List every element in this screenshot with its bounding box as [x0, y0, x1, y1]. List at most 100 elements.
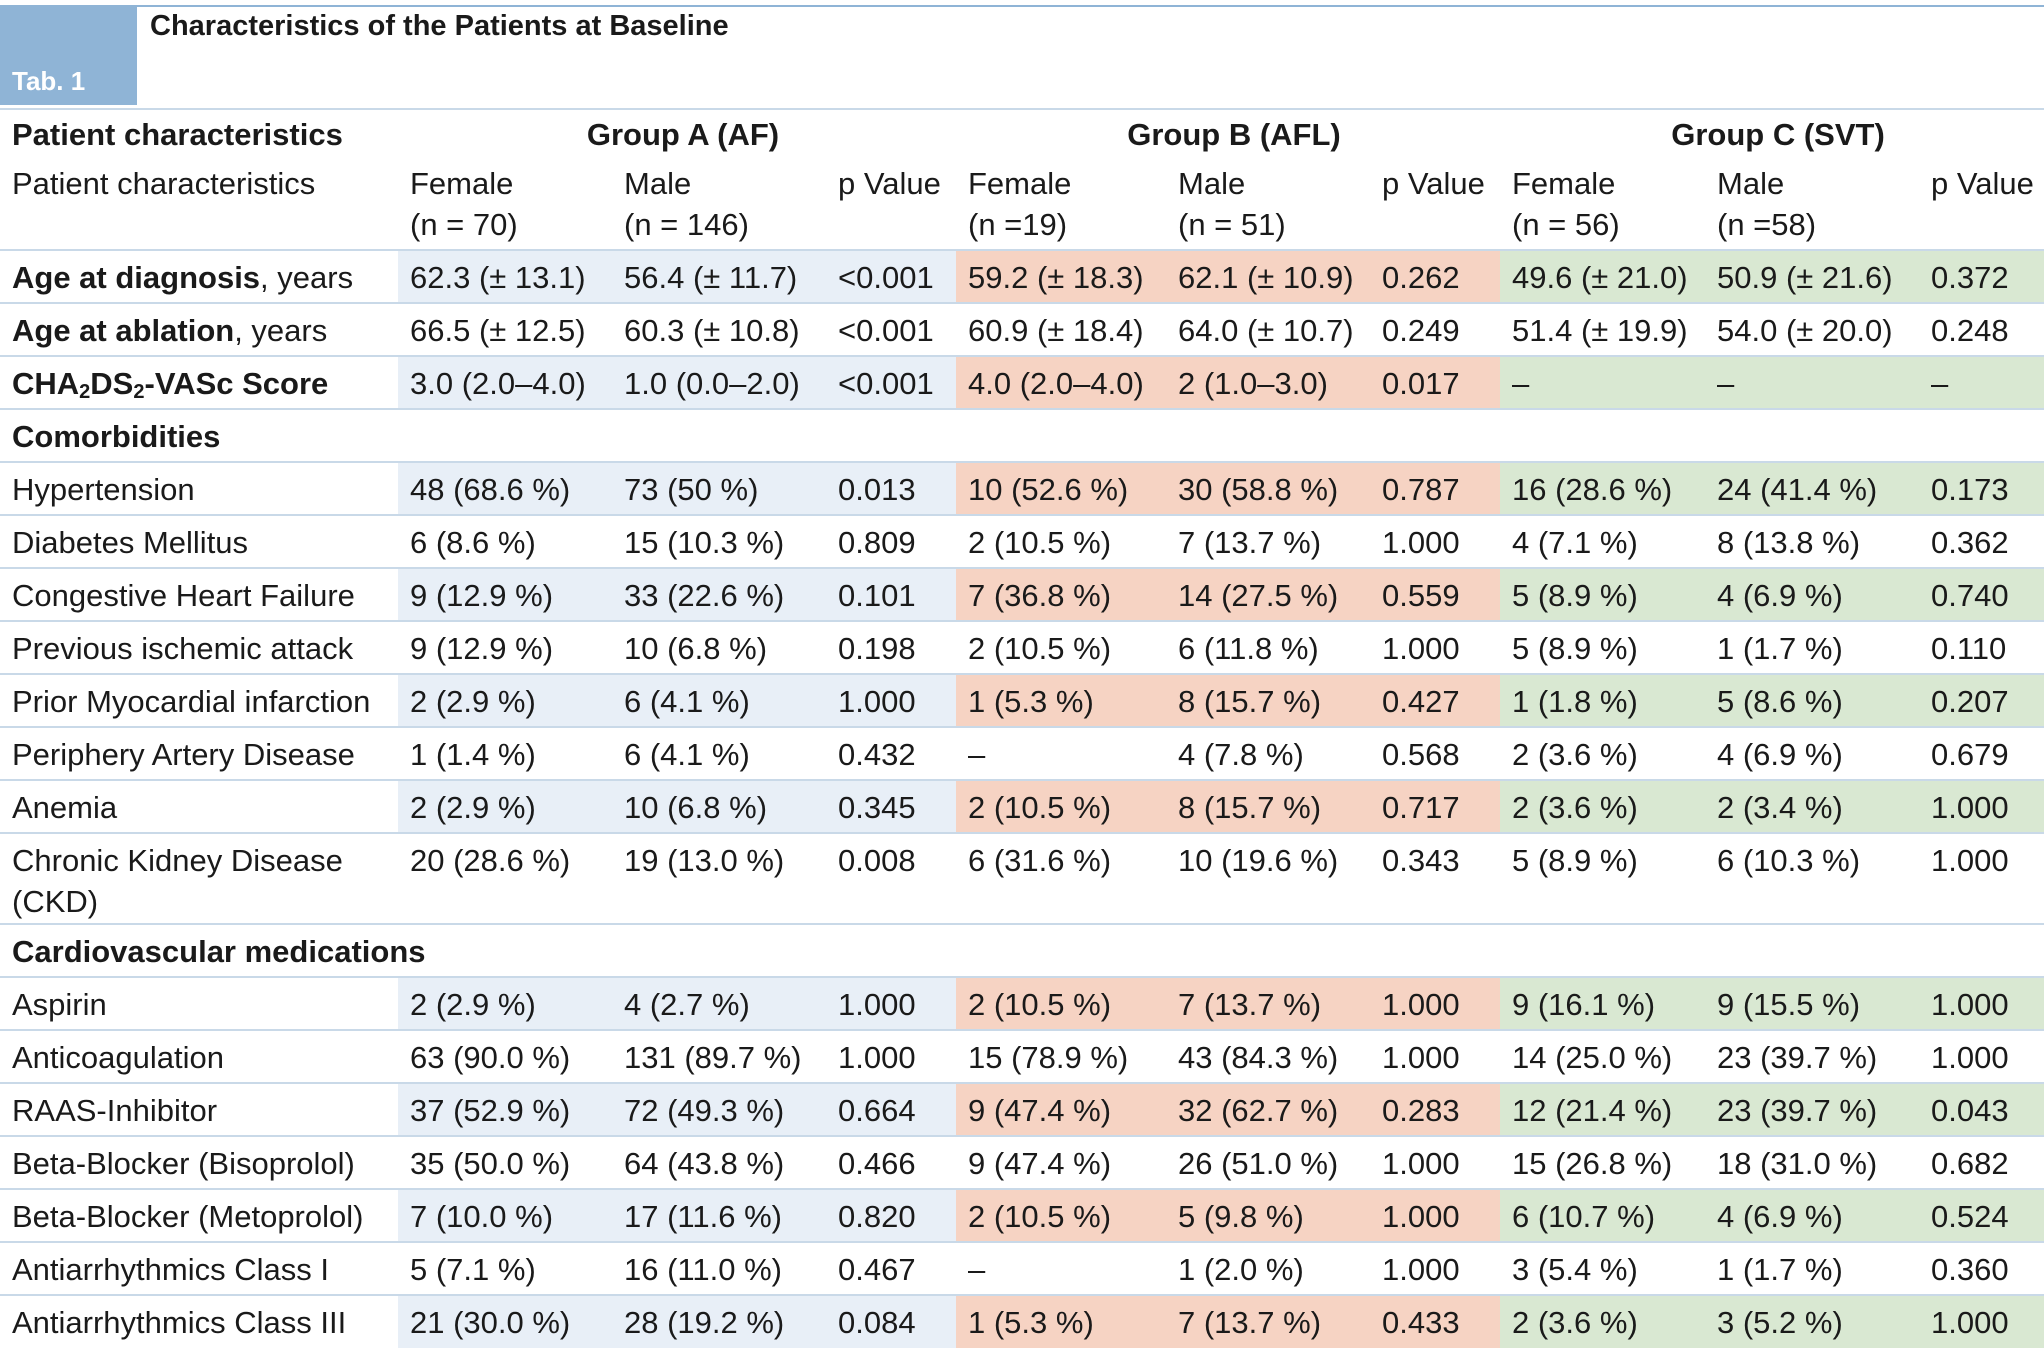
table-cell: 15 (10.3 %)	[612, 514, 826, 568]
table-cell: 0.467	[826, 1241, 956, 1295]
table-cell: 1 (2.0 %)	[1166, 1241, 1370, 1295]
label-part: CHA	[12, 366, 80, 401]
table-cell: 7 (36.8 %)	[956, 567, 1166, 621]
table-cell: 2 (3.6 %)	[1500, 1294, 1705, 1348]
row-label-bold: CHA2DS2-VASc Score	[12, 366, 329, 402]
table-cell: 43 (84.3 %)	[1166, 1029, 1370, 1083]
table-cell: 1.000	[1370, 514, 1500, 568]
table-cell: 30 (58.8 %)	[1166, 461, 1370, 515]
table-cell: 17 (11.6 %)	[612, 1188, 826, 1242]
subheader-col: Male (n = 51)	[1166, 159, 1370, 250]
label-part: -VASc Score	[144, 366, 329, 401]
table-cell: 18 (31.0 %)	[1705, 1135, 1919, 1189]
table-cell: 1.000	[1919, 1029, 2044, 1083]
subheader-label: Female	[1512, 166, 1616, 201]
table-row: Age at ablation, years 66.5 (± 12.5) 60.3 …	[0, 302, 2044, 356]
table-row: Anemia 2 (2.9 %) 10 (6.8 %) 0.345 2 (10.5 %)…	[0, 779, 2044, 833]
table-cell: 7 (13.7 %)	[1166, 514, 1370, 568]
table-cell: 2 (2.9 %)	[398, 673, 612, 727]
table-cell: 5 (8.9 %)	[1500, 620, 1705, 674]
table-cell: 0.809	[826, 514, 956, 568]
table-cell: 64 (43.8 %)	[612, 1135, 826, 1189]
table-cell: 9 (12.9 %)	[398, 567, 612, 621]
subheader-label: Male	[1178, 166, 1246, 201]
subheader-label: Female	[968, 166, 1072, 201]
table-cell: 0.682	[1919, 1135, 2044, 1189]
table-cell: 4 (7.1 %)	[1500, 514, 1705, 568]
table-cell: 5 (9.8 %)	[1166, 1188, 1370, 1242]
table-cell: 37 (52.9 %)	[398, 1082, 612, 1136]
subheader-n: (n =58)	[1717, 207, 1817, 242]
table-cell: 1 (5.3 %)	[956, 673, 1166, 727]
table-cell: 2 (3.6 %)	[1500, 779, 1705, 833]
table-cell: 51.4 (± 19.9)	[1500, 302, 1705, 356]
table-cell: 0.110	[1919, 620, 2044, 674]
table-cell: 5 (8.6 %)	[1705, 673, 1919, 727]
table-row: Prior Myocardial infarction 2 (2.9 %) 6 (4…	[0, 673, 2044, 727]
table-row: Hypertension 48 (68.6 %) 73 (50 %) 0.013 10 …	[0, 461, 2044, 515]
section-title: Cardiovascular medications	[0, 923, 2044, 977]
table-cell: 2 (3.4 %)	[1705, 779, 1919, 833]
table-cell: 0.372	[1919, 249, 2044, 303]
table-cell: 1.000	[1919, 976, 2044, 1030]
row-label: Beta-Blocker (Metoprolol)	[0, 1188, 398, 1242]
table-cell: 9 (47.4 %)	[956, 1082, 1166, 1136]
row-label: Aspirin	[0, 976, 398, 1030]
table-cell: 5 (8.9 %)	[1500, 567, 1705, 621]
table-row: RAAS-Inhibitor 37 (52.9 %) 72 (49.3 %) 0.66…	[0, 1082, 2044, 1136]
table-cell: 0.017	[1370, 355, 1500, 409]
row-label: Age at diagnosis, years	[0, 249, 398, 303]
row-label-unit: , years	[260, 260, 354, 295]
row-label: Previous ischemic attack	[0, 620, 398, 674]
table-cell: 1.000	[1370, 976, 1500, 1030]
row-label: Antiarrhythmics Class III	[0, 1294, 398, 1348]
table-cell: 62.1 (± 10.9)	[1166, 249, 1370, 303]
table-cell: 0.427	[1370, 673, 1500, 727]
subheader-label: p Value	[1382, 166, 1485, 201]
row-label: Beta-Blocker (Bisoprolol)	[0, 1135, 398, 1189]
table-cell: 19 (13.0 %)	[612, 832, 826, 924]
table-cell: 66.5 (± 12.5)	[398, 302, 612, 356]
table-cell: 0.787	[1370, 461, 1500, 515]
subheader-n: (n = 70)	[410, 207, 518, 242]
table-cell: 1.000	[1370, 1029, 1500, 1083]
subheader-col: Female (n =19)	[956, 159, 1166, 250]
table-cell: 0.362	[1919, 514, 2044, 568]
table-cell: 7 (13.7 %)	[1166, 1294, 1370, 1348]
table-cell: 1.000	[1370, 1241, 1500, 1295]
row-label: Chronic Kidney Disease (CKD)	[0, 832, 398, 924]
subheader-label: Female	[410, 166, 514, 201]
table-cell: 1.000	[1919, 1294, 2044, 1348]
table-cell: 131 (89.7 %)	[612, 1029, 826, 1083]
row-label: Diabetes Mellitus	[0, 514, 398, 568]
table-cell: 4 (6.9 %)	[1705, 567, 1919, 621]
row-label: Prior Myocardial infarction	[0, 673, 398, 727]
table-cell: 1.000	[1370, 1135, 1500, 1189]
table-cell: 1 (1.8 %)	[1500, 673, 1705, 727]
group-c-header: Group C (SVT)	[1500, 108, 2044, 159]
table-cell: 0.345	[826, 779, 956, 833]
table-cell: 60.3 (± 10.8)	[612, 302, 826, 356]
table-cell: 3 (5.4 %)	[1500, 1241, 1705, 1295]
table-cell: 0.008	[826, 832, 956, 924]
subheader-col: p Value	[826, 159, 956, 250]
top-rule	[0, 5, 2044, 7]
subheader-label: p Value	[838, 166, 941, 201]
table-cell: 2 (2.9 %)	[398, 976, 612, 1030]
table-cell: 24 (41.4 %)	[1705, 461, 1919, 515]
table-cell: 6 (8.6 %)	[398, 514, 612, 568]
table-cell: <0.001	[826, 302, 956, 356]
table-cell: 16 (11.0 %)	[612, 1241, 826, 1295]
table-cell: 0.433	[1370, 1294, 1500, 1348]
row-label-bold: Age at diagnosis	[12, 260, 261, 295]
table-cell: 0.283	[1370, 1082, 1500, 1136]
table-body: Patient characteristics Group A (AF) Gro…	[0, 108, 2044, 1348]
table-cell: 10 (52.6 %)	[956, 461, 1166, 515]
table-cell: 56.4 (± 11.7)	[612, 249, 826, 303]
subheader-label: Male	[1717, 166, 1785, 201]
table-cell: 10 (19.6 %)	[1166, 832, 1370, 924]
table-cell: 0.717	[1370, 779, 1500, 833]
table-cell: <0.001	[826, 249, 956, 303]
table-cell: 35 (50.0 %)	[398, 1135, 612, 1189]
